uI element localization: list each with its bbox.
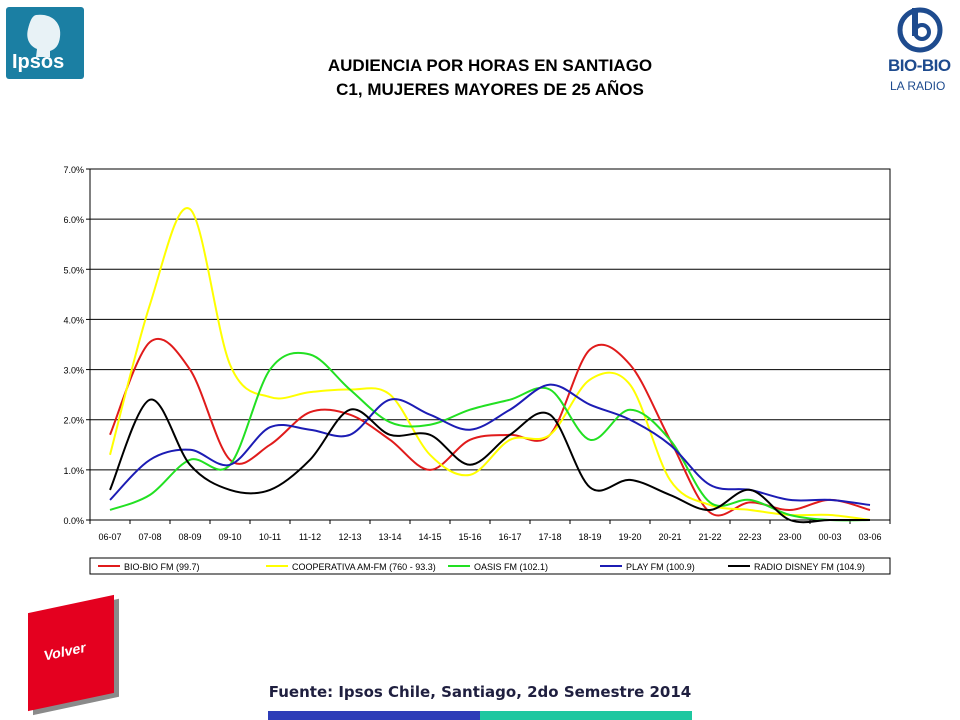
biobio-logo-subtext: LA RADIO [890,79,946,93]
series-line-1 [109,207,871,521]
x-tick-label: 12-13 [338,532,361,542]
y-tick-label: 0.0% [63,516,84,526]
x-tick-label: 21-22 [698,532,721,542]
y-tick-label: 2.0% [63,416,84,426]
y-tick-label: 7.0% [63,165,84,175]
y-tick-label: 6.0% [63,215,84,225]
x-tick-label: 14-15 [418,532,441,542]
x-tick-label: 18-19 [578,532,601,542]
y-tick-label: 5.0% [63,265,84,275]
footer-bar-blue [268,711,480,720]
x-tick-label: 11-12 [299,532,321,542]
x-tick-label: 15-16 [458,532,481,542]
legend-label: RADIO DISNEY FM (104.9) [754,562,865,572]
ipsos-logo-text: Ipsos [12,51,65,73]
audience-line-chart: 0.0% 1.0% 2.0% 3.0% 4.0% 5.0% 6.0% 7.0% 06-07 07-… [63,165,891,575]
legend-label: COOPERATIVA AM-FM (760 - 93.3) [292,562,436,572]
y-tick-label: 1.0% [63,466,84,476]
legend-box [89,557,891,575]
x-tick-label: 19-20 [618,532,641,542]
x-tick-label: 16-17 [498,532,521,542]
x-tick-label: 13-14 [378,532,401,542]
biobio-logo: BIO-BIO LA RADIO [884,4,956,100]
legend-label: OASIS FM (102.1) [474,562,548,572]
series-line-2 [109,351,871,522]
x-tick-label: 10-11 [259,532,281,542]
x-tick-label: 09-10 [218,532,241,542]
x-tick-label: 00-03 [818,532,841,542]
volver-button-label: Volver [44,638,86,664]
x-tick-label: 23-00 [778,532,801,542]
ipsos-logo: Ipsos [6,7,84,79]
x-tick-label: 08-09 [178,532,201,542]
chart-title-line2: C1, MUJERES MAYORES DE 25 AÑOS [336,80,644,99]
chart-title-line1: AUDIENCIA POR HORAS EN SANTIAGO [327,56,653,75]
biobio-mark-icon [897,7,943,53]
y-tick-label: 4.0% [63,315,84,325]
legend-label: PLAY FM (100.9) [626,562,695,572]
plot-area [89,168,891,521]
series-line-4 [109,398,870,524]
y-tick-label: 3.0% [63,366,84,376]
x-tick-label: 17-18 [538,532,561,542]
x-tick-label: 22-23 [738,532,761,542]
footer-bar-teal [480,711,692,720]
x-tick-label: 07-08 [138,532,161,542]
volver-button[interactable]: Volver [28,594,114,712]
x-tick-label: 06-07 [98,532,121,542]
biobio-logo-text: BIO-BIO [888,56,951,75]
x-tick-label: 20-21 [658,532,681,542]
legend-label: BIO-BIO FM (99.7) [124,562,200,572]
x-tick-label: 03-06 [858,532,881,542]
source-footnote: Fuente: Ipsos Chile, Santiago, 2do Semes… [268,683,692,701]
ipsos-head-icon [27,14,61,57]
